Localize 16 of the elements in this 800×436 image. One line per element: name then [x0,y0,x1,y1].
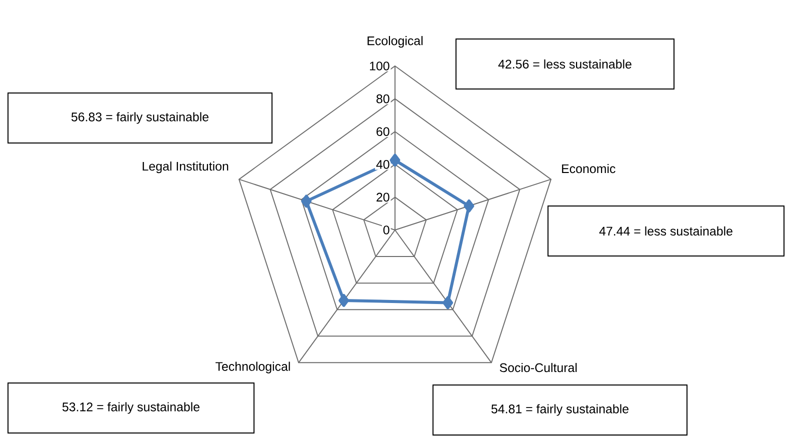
y-tick-label: 80 [376,94,390,104]
text: 42.56 = less sustainable [498,60,632,69]
text: 53.12 = fairly sustainable [62,402,200,414]
text: 56.83 = fairly sustainable [71,112,208,124]
y-tick-label: 40 [376,160,390,170]
spoke-label: Ecological [368,36,423,48]
spoke-label: Technological [216,362,290,374]
y-tick-label: 100 [370,62,390,71]
spoke-label: Legal Institution [142,162,228,174]
y-tick-label: 60 [376,127,390,136]
y-tick-label: 0 [383,226,390,235]
text: 54.81 = fairly sustainable [491,404,628,416]
y-tick-label: 20 [376,193,390,202]
text: 47.44 = less sustainable [599,226,732,236]
spoke-label: Socio-Cultural [500,363,577,372]
spoke-label: Economic [562,164,616,174]
